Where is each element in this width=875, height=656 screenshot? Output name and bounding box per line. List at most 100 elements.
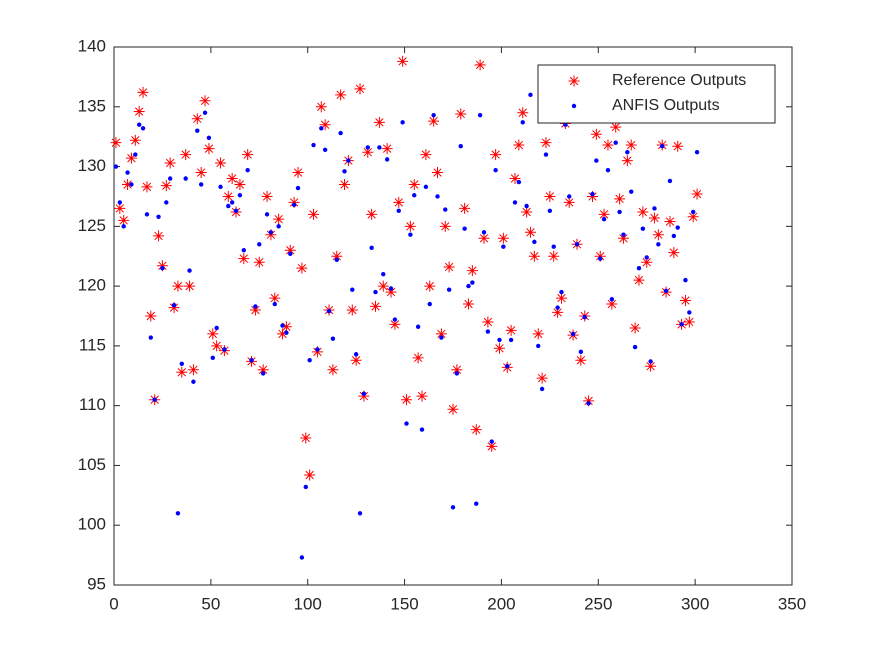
x-tick-label: 200 [487,594,515,613]
point [664,216,676,228]
point [598,208,610,220]
point [148,335,154,340]
point [493,342,505,354]
y-tick-label: 140 [78,36,106,55]
point [377,145,382,150]
point [532,239,537,245]
point [327,364,339,376]
point [559,289,564,295]
point [586,190,598,202]
point [563,196,575,208]
point [419,427,425,432]
point [339,178,351,190]
point [524,203,529,209]
point [683,316,695,328]
point [528,92,533,98]
point [191,113,203,125]
point [532,328,544,340]
point [567,194,572,199]
point [257,242,262,247]
point [156,214,161,219]
point [184,280,196,292]
legend-label: ANFIS Outputs [612,97,720,114]
point [679,294,691,306]
point [446,287,452,292]
point [125,170,130,175]
point [397,55,409,67]
point [586,401,591,406]
point [362,146,374,158]
point [280,321,292,333]
point [326,309,332,314]
point [335,89,347,101]
point [671,233,677,239]
point [152,397,157,402]
point [528,250,540,262]
point [260,371,266,376]
point [180,149,192,161]
point [303,484,308,490]
point [187,364,199,376]
point [512,200,518,205]
point [548,250,560,262]
point [300,432,312,444]
point [292,167,304,179]
point [342,169,347,174]
point [621,155,633,167]
x-tick-label: 100 [294,594,322,613]
x-tick-label: 150 [390,594,418,613]
point [238,253,250,265]
point [536,343,541,349]
point [482,316,494,328]
point [253,304,258,309]
point [400,120,405,125]
point [167,176,173,181]
point [501,244,506,249]
point [365,145,370,150]
point [354,83,366,95]
legend-box [537,64,776,124]
point [617,232,629,244]
point [226,203,231,209]
point [474,59,486,71]
legend-marker [571,103,577,109]
point [401,394,413,406]
point [481,230,487,235]
point [594,158,599,163]
point [206,135,212,141]
point [443,261,455,273]
point [350,354,362,366]
point [633,274,645,286]
point [505,324,517,336]
point [315,101,327,113]
point [412,193,417,198]
point [420,149,432,161]
point [304,469,316,481]
point [601,216,607,222]
point [691,188,703,200]
point [478,232,490,244]
series [113,92,700,560]
legend-label: Reference Outputs [612,72,746,89]
point [156,260,168,272]
point [311,142,316,148]
point [370,300,382,312]
point [524,226,536,238]
point [644,255,649,260]
point [543,152,549,157]
point [195,167,207,179]
point [234,178,246,190]
point [675,225,680,230]
y-tick-label: 100 [78,515,106,534]
point [261,190,273,202]
x-tick-label: 350 [778,594,806,613]
point [609,297,615,302]
point [575,354,587,366]
point [459,202,471,214]
point [570,331,576,337]
point [455,108,467,120]
point [358,390,370,402]
point [435,328,447,340]
point [641,256,653,268]
point [237,193,243,198]
